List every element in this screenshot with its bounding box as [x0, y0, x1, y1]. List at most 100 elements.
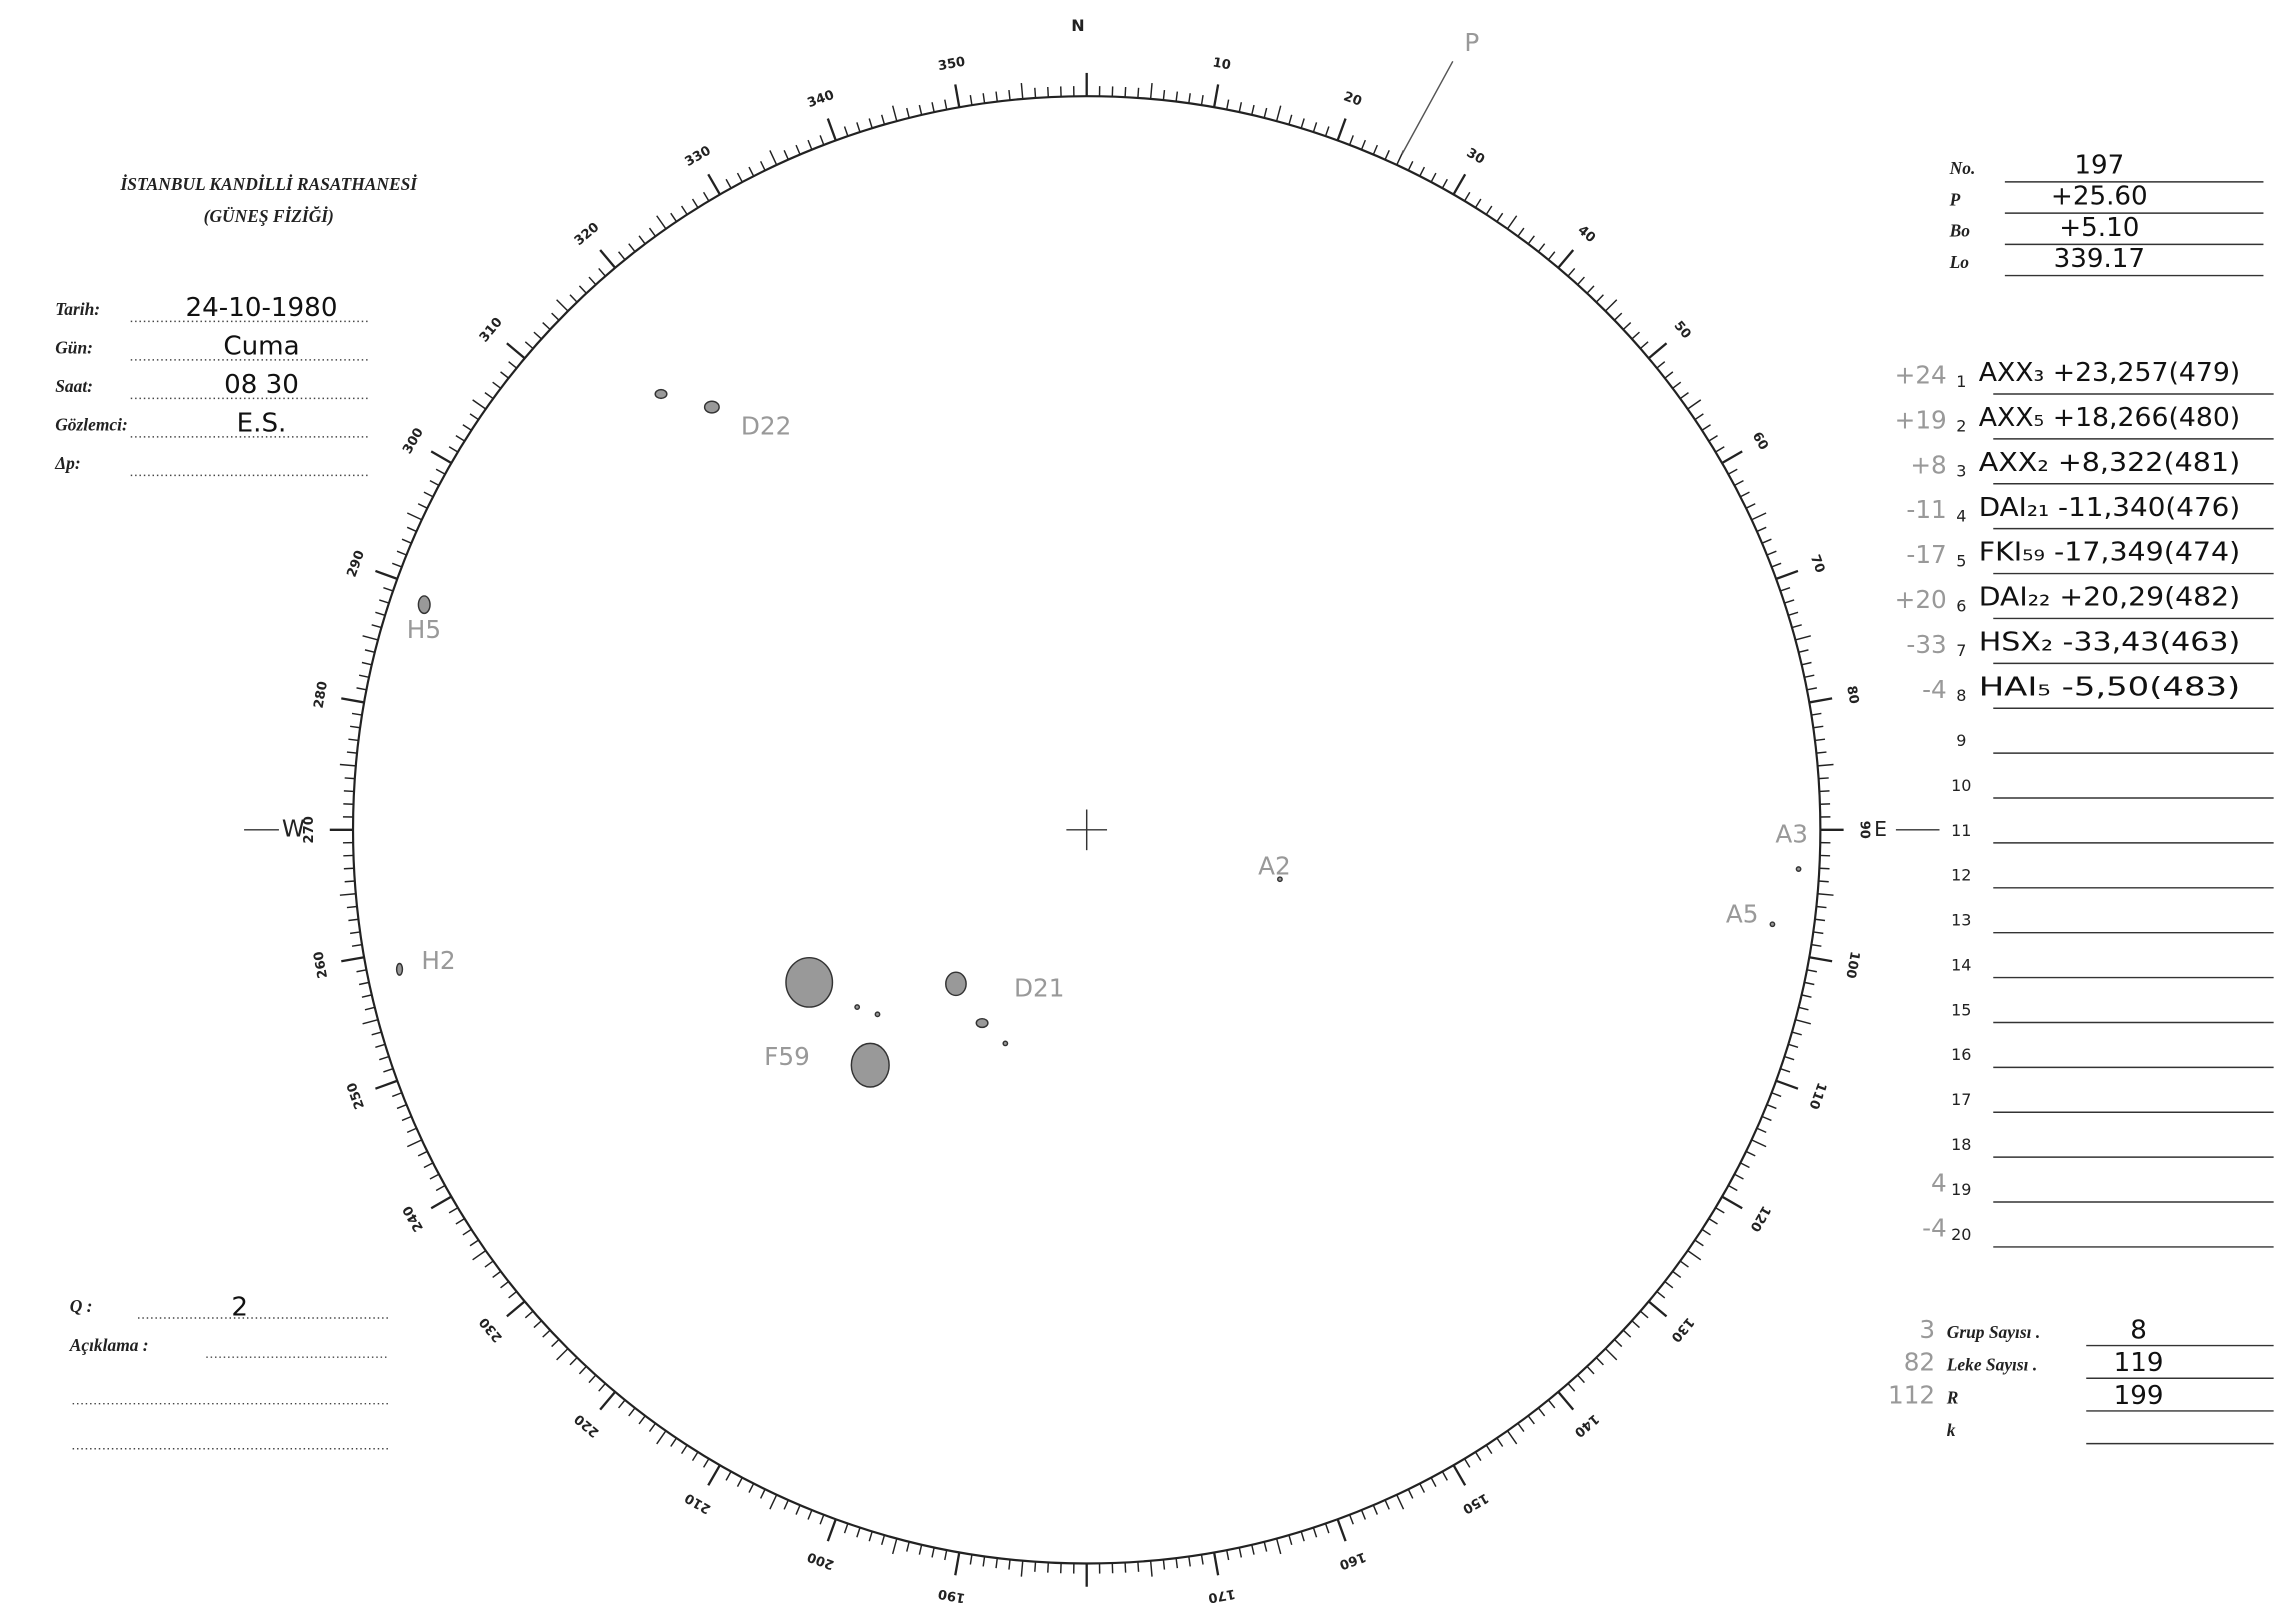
dial-tick	[1537, 243, 1546, 253]
dial-tick	[1463, 191, 1471, 202]
sunspot	[850, 1042, 890, 1088]
dial-tick	[1664, 1280, 1674, 1289]
dial-tick	[1452, 1464, 1467, 1486]
row-number: 6	[1956, 596, 1966, 615]
dial-tick	[1701, 1228, 1711, 1236]
dial-tick	[1761, 1115, 1772, 1122]
summary-value: 119	[2114, 1348, 2164, 1378]
dial-tick	[1622, 1329, 1632, 1338]
row-number: 15	[1951, 1000, 1971, 1019]
dial-tick	[1816, 751, 1827, 754]
group-entry: DAI₂₂ +20,29(482)	[1979, 583, 2241, 613]
dial-tick	[1819, 867, 1830, 870]
dial-tick	[707, 1464, 721, 1486]
dial-tick	[1775, 1079, 1799, 1090]
dial-tick	[379, 599, 390, 604]
field-label: Tarih:	[55, 299, 100, 319]
dial-tick	[533, 331, 542, 340]
dial-tick	[1647, 1300, 1668, 1318]
dial-tick	[1336, 1518, 1347, 1542]
dial-tick	[406, 1139, 423, 1148]
dial-tick	[995, 91, 999, 102]
sunspot	[1769, 921, 1776, 928]
dial-tick	[1664, 371, 1674, 379]
dial-tick	[944, 99, 948, 110]
dial-tick	[341, 697, 365, 704]
dial-tick	[435, 1184, 446, 1192]
group-entry: AXX₃ +23,257(479)	[1979, 358, 2241, 388]
pencil-summary: 3	[1919, 1315, 1935, 1344]
east-label: E	[1874, 817, 1887, 841]
dial-tick	[1312, 1527, 1318, 1538]
dial-tick	[1162, 89, 1166, 101]
dial-tick	[1656, 1290, 1666, 1299]
dial-tick	[843, 126, 849, 137]
dial-tick	[455, 435, 465, 442]
dial-tick	[361, 994, 372, 998]
row-number: 1	[1956, 372, 1966, 391]
dial-tick	[492, 1270, 502, 1279]
dial-tick	[361, 661, 372, 666]
sunspot	[975, 1017, 989, 1029]
dial-tick	[1020, 1560, 1024, 1577]
dial-tick	[339, 763, 356, 767]
dial-tick	[339, 893, 356, 896]
dial-tick	[1687, 1250, 1702, 1261]
dial-tick	[1324, 1523, 1330, 1534]
dial-tick	[1766, 550, 1777, 556]
dial-tick	[383, 586, 394, 592]
dial-tick	[1577, 276, 1585, 286]
dial-tick	[1604, 1348, 1618, 1361]
dial-tick	[362, 1019, 379, 1025]
row-number: 7	[1956, 641, 1966, 660]
dial-tick	[1780, 1068, 1791, 1073]
dial-tick	[1577, 1374, 1585, 1384]
dial-tick	[1407, 160, 1414, 171]
row-number: 10	[1951, 776, 1971, 795]
dial-tick	[680, 1444, 688, 1455]
dial-tick	[1679, 1260, 1689, 1268]
dial-tick	[346, 751, 358, 754]
dial-tick	[375, 611, 386, 617]
row-number: 18	[1951, 1135, 1971, 1154]
dial-tick	[819, 1514, 825, 1525]
dial-tick	[783, 150, 789, 160]
dial-tick	[725, 1471, 732, 1481]
dial-tick	[670, 1437, 678, 1447]
row-number: 8	[1956, 686, 1966, 705]
spot-label: D22	[741, 411, 791, 440]
dial-tick	[1034, 87, 1037, 99]
dial-tick	[343, 867, 355, 870]
dial-tick	[508, 1290, 517, 1299]
dial-tick	[364, 1006, 376, 1011]
field-value: 24-10-1980	[186, 293, 338, 323]
dial-tick	[417, 503, 428, 509]
row-number: 17	[1951, 1090, 1971, 1109]
dial-tick	[1613, 1338, 1623, 1348]
dial-tick	[1818, 880, 1829, 883]
dial-tick	[1506, 215, 1518, 230]
dial-tick	[1557, 249, 1575, 269]
dial-tick	[1771, 1092, 1782, 1098]
dial-tick	[1694, 1239, 1704, 1247]
dial-tick	[1149, 1560, 1153, 1577]
pencil-latitude: -33	[1906, 630, 1946, 659]
dial-tick	[748, 166, 755, 177]
row-number: 16	[1951, 1045, 1971, 1064]
field-value: E.S.	[237, 408, 287, 438]
dial-tick	[455, 1217, 465, 1225]
dial-tick	[1200, 1554, 1204, 1565]
group-entry: HSX₂ -33,43(463)	[1979, 627, 2241, 657]
pencil-latitude: +8	[1910, 450, 1946, 479]
dial-tick	[375, 1043, 386, 1049]
dial-tick	[1275, 1538, 1282, 1555]
dial-tick	[469, 413, 479, 421]
dial-tick	[1656, 361, 1666, 369]
west-label: W	[282, 815, 305, 842]
group-entry: DAI₂₁ -11,340(476)	[1979, 493, 2241, 523]
dial-tick	[417, 1150, 428, 1157]
dial-tick	[1631, 331, 1640, 340]
dial-tick	[759, 1488, 766, 1499]
dial-tick	[1527, 235, 1535, 245]
dial-label: 30	[1464, 146, 1487, 168]
